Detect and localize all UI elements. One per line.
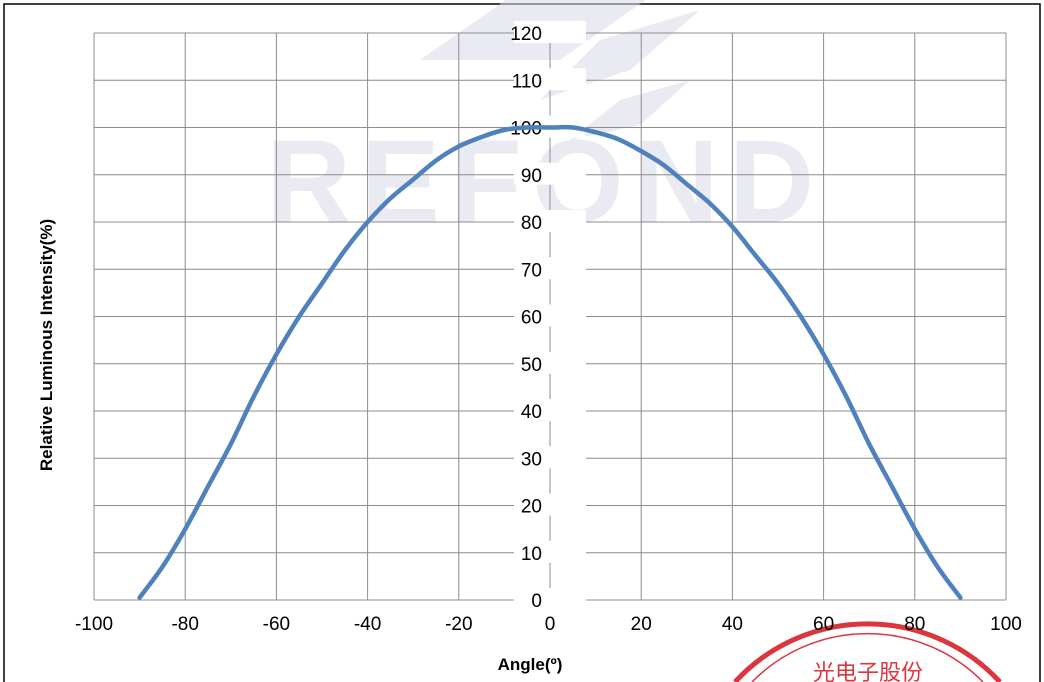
y-tick-label-backdrop bbox=[514, 446, 586, 469]
x-tick-label: 0 bbox=[545, 614, 556, 635]
y-tick-label-backdrop bbox=[514, 210, 586, 232]
x-tick-label: 100 bbox=[990, 614, 1022, 635]
y-tick-label-backdrop bbox=[514, 257, 586, 280]
y-tick-label-backdrop bbox=[514, 540, 586, 563]
y-tick-label: 0 bbox=[531, 591, 542, 612]
y-tick-label: 120 bbox=[510, 24, 542, 45]
x-tick-label: -80 bbox=[171, 614, 198, 635]
x-tick-label: 20 bbox=[631, 614, 652, 635]
y-tick-label: 60 bbox=[521, 308, 542, 329]
y-tick-label-backdrop bbox=[514, 21, 586, 43]
y-tick-label: 110 bbox=[512, 71, 542, 92]
y-axis-title: Relative Luminous Intensity(%) bbox=[37, 219, 56, 471]
y-tick-label: 40 bbox=[521, 402, 542, 423]
y-tick-label-backdrop bbox=[514, 351, 586, 374]
x-tick-label: -40 bbox=[354, 614, 381, 635]
stamp-text: 光电子股份 bbox=[813, 661, 923, 682]
y-tick-label: 30 bbox=[521, 449, 542, 470]
x-axis-title: Angle(º) bbox=[498, 655, 563, 674]
y-tick-label-backdrop bbox=[514, 399, 586, 421]
y-tick-label-backdrop bbox=[514, 588, 586, 610]
y-tick-label: 70 bbox=[521, 260, 542, 281]
y-tick-label-backdrop bbox=[514, 493, 586, 516]
series-line bbox=[137, 124, 963, 600]
y-tick-label: 20 bbox=[521, 497, 542, 518]
data-series bbox=[137, 124, 963, 600]
y-tick-label: 90 bbox=[521, 166, 542, 187]
tick-labels: -100 -80 -60 -40 -20 0 20 40 60 80 100 0 10 20 30 40 50 6… bbox=[75, 21, 1022, 635]
y-tick-label-backdrop bbox=[514, 162, 586, 185]
y-tick-label: 10 bbox=[521, 544, 542, 565]
chart-border bbox=[3, 3, 1041, 682]
x-tick-label: -100 bbox=[75, 614, 113, 635]
company-seal-stamp: 光电子股份 bbox=[733, 621, 1002, 682]
x-tick-label: -20 bbox=[445, 614, 472, 635]
y-tick-label-backdrop bbox=[514, 68, 586, 91]
x-tick-label: 40 bbox=[722, 614, 743, 635]
x-tick-label: 80 bbox=[904, 614, 925, 635]
y-tick-label: 50 bbox=[521, 355, 542, 376]
x-tick-label: 60 bbox=[813, 614, 834, 635]
x-tick-label: -60 bbox=[263, 614, 290, 635]
y-tick-label-backdrop bbox=[514, 304, 586, 327]
y-tick-label: 80 bbox=[521, 213, 542, 234]
